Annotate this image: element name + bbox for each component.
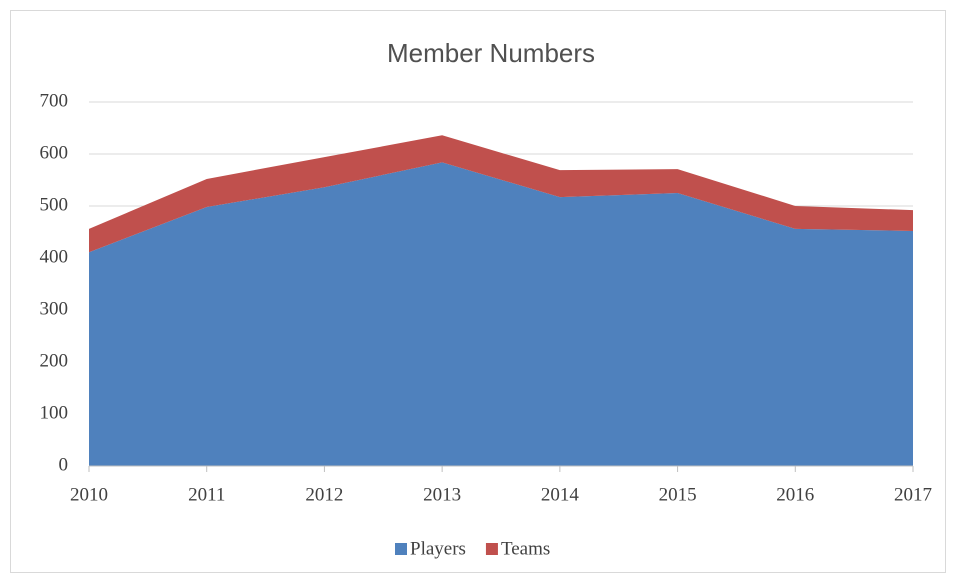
legend-swatch: [395, 543, 407, 555]
area: [89, 162, 913, 466]
y-tick-label: 400: [40, 246, 69, 267]
chart-title: Member Numbers: [387, 38, 595, 68]
x-tick-label: 2013: [423, 484, 461, 505]
y-tick-label: 300: [40, 298, 69, 319]
x-tick-label: 2014: [541, 484, 580, 505]
area: [89, 135, 913, 253]
y-tick-label: 500: [40, 194, 69, 215]
legend-label: Players: [410, 538, 466, 559]
y-tick-label: 0: [59, 454, 69, 475]
legend-label: Teams: [501, 538, 550, 559]
x-tick-label: 2015: [659, 484, 697, 505]
y-tick-label: 100: [40, 402, 69, 423]
y-tick-label: 700: [40, 90, 69, 111]
x-tick-label: 2010: [70, 484, 108, 505]
x-tick-label: 2011: [188, 484, 225, 505]
y-tick-label: 600: [40, 142, 69, 163]
y-tick-label: 200: [40, 350, 69, 371]
x-tick-label: 2017: [894, 484, 932, 505]
x-tick-label: 2016: [776, 484, 814, 505]
legend-swatch: [485, 543, 498, 555]
x-tick-label: 2012: [305, 484, 343, 505]
